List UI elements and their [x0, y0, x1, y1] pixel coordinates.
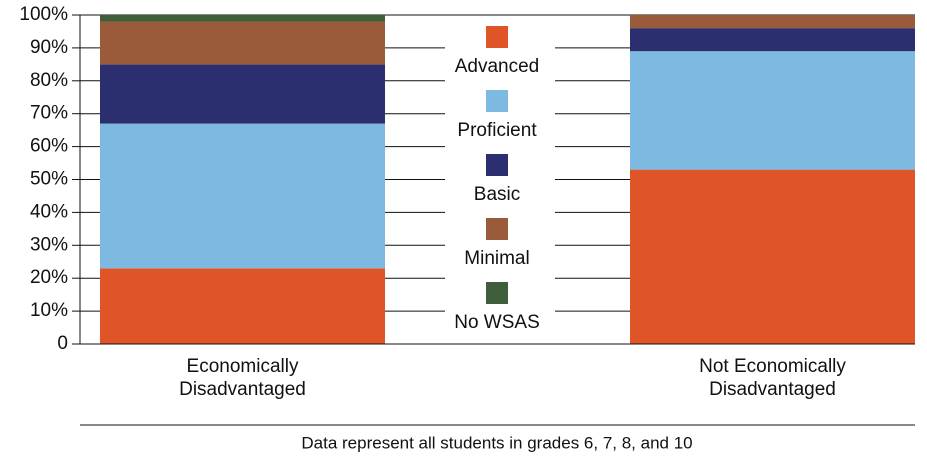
legend-swatch	[486, 218, 508, 240]
legend-label: Advanced	[455, 56, 540, 77]
footnote: Data represent all students in grades 6,…	[301, 433, 692, 452]
bar-segment	[630, 28, 915, 52]
legend-swatch	[486, 26, 508, 48]
legend-label: Proficient	[457, 120, 537, 141]
y-tick-label: 70%	[30, 103, 68, 124]
y-tick-label: 60%	[30, 136, 68, 157]
legend-swatch	[486, 90, 508, 112]
y-tick-label: 100%	[19, 4, 68, 25]
bar-segment	[100, 21, 385, 65]
bar-segment	[630, 51, 915, 170]
legend-label: Basic	[474, 184, 520, 205]
legend-swatch	[486, 154, 508, 176]
bar-segment	[630, 169, 915, 344]
y-tick-label: 30%	[30, 234, 68, 255]
bar-segment	[100, 15, 385, 22]
y-tick-label: 0	[57, 333, 68, 354]
y-tick-label: 90%	[30, 37, 68, 58]
x-tick-label: Not Economically Disadvantaged	[699, 356, 846, 400]
legend-label: Minimal	[464, 248, 529, 269]
y-tick-label: 50%	[30, 169, 68, 190]
y-tick-label: 10%	[30, 300, 68, 321]
legend-label: No WSAS	[454, 312, 540, 333]
bar-segment	[100, 123, 385, 269]
bar-segment	[100, 268, 385, 344]
y-tick-label: 40%	[30, 201, 68, 222]
legend-swatch	[486, 282, 508, 304]
x-tick-label: Economically Disadvantaged	[179, 356, 306, 400]
y-tick-label: 20%	[30, 267, 68, 288]
bar-segment	[630, 15, 915, 29]
bar-segment	[100, 64, 385, 124]
y-tick-label: 80%	[30, 70, 68, 91]
